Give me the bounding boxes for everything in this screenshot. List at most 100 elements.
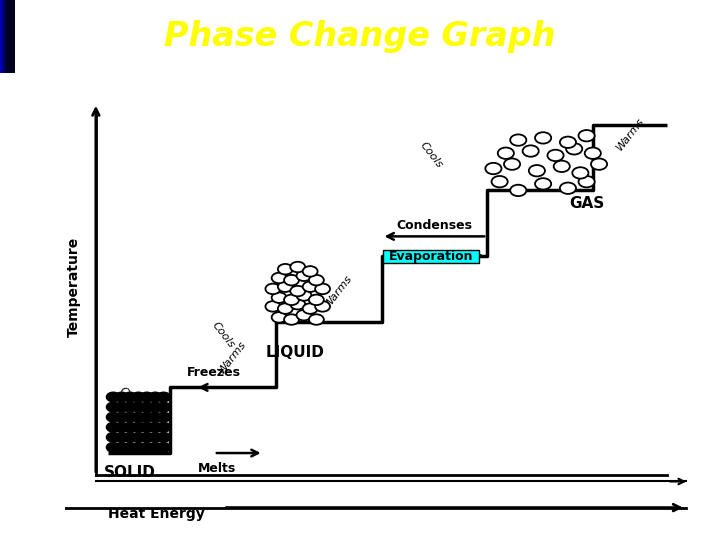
Bar bbox=[6, 0, 14, 73]
Bar bbox=[4, 0, 12, 73]
Bar bbox=[5, 0, 13, 73]
Circle shape bbox=[554, 161, 570, 172]
Bar bbox=[3, 0, 11, 73]
Circle shape bbox=[123, 442, 137, 452]
Bar bbox=[4, 0, 12, 73]
Text: Warms: Warms bbox=[614, 115, 646, 152]
Bar bbox=[1, 0, 9, 73]
Bar bbox=[4, 0, 12, 73]
Circle shape bbox=[315, 301, 330, 312]
Bar bbox=[1, 0, 9, 73]
Bar bbox=[2, 0, 10, 73]
Bar bbox=[4, 0, 12, 73]
Circle shape bbox=[132, 392, 145, 402]
Circle shape bbox=[148, 422, 162, 432]
Bar bbox=[2, 0, 10, 73]
Bar bbox=[1, 0, 9, 73]
Circle shape bbox=[148, 433, 162, 442]
Bar bbox=[3, 0, 11, 73]
Circle shape bbox=[485, 163, 502, 174]
Bar bbox=[7, 0, 15, 73]
Circle shape bbox=[114, 442, 128, 452]
Bar bbox=[6, 0, 14, 73]
Circle shape bbox=[140, 413, 153, 422]
Circle shape bbox=[132, 433, 145, 442]
Bar bbox=[1, 0, 9, 73]
Bar bbox=[4, 0, 12, 73]
Circle shape bbox=[123, 392, 137, 402]
Circle shape bbox=[148, 442, 162, 452]
Bar bbox=[5, 0, 13, 73]
Circle shape bbox=[535, 132, 552, 144]
Circle shape bbox=[140, 422, 153, 432]
Bar bbox=[6, 0, 14, 73]
Circle shape bbox=[278, 303, 293, 314]
Bar bbox=[6, 0, 14, 73]
Circle shape bbox=[132, 413, 145, 422]
Circle shape bbox=[123, 422, 137, 432]
Circle shape bbox=[107, 413, 120, 422]
Circle shape bbox=[492, 176, 508, 187]
Circle shape bbox=[271, 273, 287, 283]
Bar bbox=[2, 0, 10, 73]
Bar bbox=[5, 0, 13, 73]
Circle shape bbox=[123, 402, 137, 412]
Bar bbox=[6, 0, 14, 73]
Bar bbox=[5, 0, 13, 73]
Text: GAS: GAS bbox=[569, 196, 604, 211]
Text: Cools: Cools bbox=[418, 140, 444, 170]
Bar bbox=[2, 0, 10, 73]
Text: Freezes: Freezes bbox=[187, 366, 241, 379]
Circle shape bbox=[510, 134, 526, 146]
Circle shape bbox=[284, 314, 299, 325]
Text: Melts: Melts bbox=[198, 462, 236, 475]
Bar bbox=[6, 0, 14, 73]
Bar bbox=[4, 0, 12, 73]
Text: SOLID: SOLID bbox=[104, 465, 156, 480]
Bar bbox=[6, 0, 14, 73]
Bar bbox=[1, 0, 9, 73]
Circle shape bbox=[132, 422, 145, 432]
Circle shape bbox=[140, 392, 153, 402]
Circle shape bbox=[278, 281, 293, 292]
Bar bbox=[6, 0, 14, 73]
Circle shape bbox=[114, 413, 128, 422]
Bar bbox=[5, 0, 13, 73]
Bar bbox=[3, 0, 11, 73]
Circle shape bbox=[547, 150, 564, 161]
Circle shape bbox=[157, 392, 171, 402]
Circle shape bbox=[157, 422, 171, 432]
Circle shape bbox=[266, 301, 280, 312]
Bar bbox=[7, 0, 14, 73]
Bar bbox=[1, 0, 9, 73]
Bar bbox=[6, 0, 14, 73]
Bar bbox=[4, 0, 12, 73]
Circle shape bbox=[114, 422, 128, 432]
Bar bbox=[3, 0, 11, 73]
Bar bbox=[4, 0, 12, 73]
Bar bbox=[0, 0, 8, 73]
Circle shape bbox=[148, 392, 162, 402]
Circle shape bbox=[290, 262, 305, 272]
Bar bbox=[6, 0, 14, 73]
Bar bbox=[1, 0, 9, 73]
Circle shape bbox=[114, 392, 128, 402]
Bar bbox=[5, 0, 13, 73]
Bar bbox=[3, 0, 11, 73]
Bar bbox=[4, 0, 12, 73]
Circle shape bbox=[284, 275, 299, 286]
Circle shape bbox=[157, 402, 171, 412]
Text: Heat Energy: Heat Energy bbox=[108, 508, 215, 522]
Circle shape bbox=[140, 433, 153, 442]
Circle shape bbox=[123, 413, 137, 422]
Circle shape bbox=[157, 433, 171, 442]
Bar bbox=[4, 0, 12, 73]
Bar bbox=[5, 0, 13, 73]
Bar bbox=[5, 0, 13, 73]
Circle shape bbox=[140, 402, 153, 412]
Circle shape bbox=[114, 402, 128, 412]
Circle shape bbox=[290, 299, 305, 309]
Bar bbox=[6, 0, 14, 73]
Circle shape bbox=[566, 143, 582, 154]
Circle shape bbox=[148, 413, 162, 422]
